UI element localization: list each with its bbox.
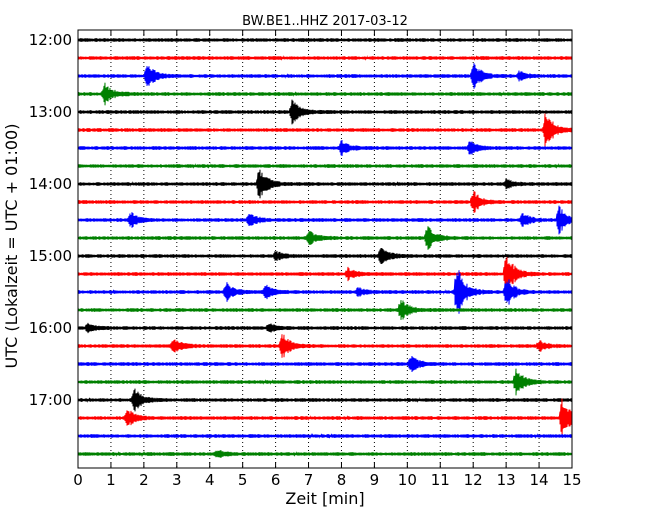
seismic-trace xyxy=(77,355,573,373)
seismic-trace xyxy=(77,270,573,314)
x-tick-label: 5 xyxy=(238,471,248,489)
seismic-trace xyxy=(77,433,573,439)
seismic-trace xyxy=(77,247,573,265)
seismic-trace xyxy=(77,450,573,458)
seismic-trace xyxy=(77,63,573,89)
seismic-trace xyxy=(77,113,573,147)
seismic-trace xyxy=(77,334,573,358)
seismic-trace xyxy=(77,163,573,169)
seismic-trace xyxy=(77,257,573,291)
seismic-trace xyxy=(77,226,573,250)
x-tick-label: 12 xyxy=(464,471,483,489)
x-tick-label: 0 xyxy=(73,471,83,489)
y-tick-label: 13:00 xyxy=(29,103,72,121)
y-tick-label: 16:00 xyxy=(29,319,72,337)
seismic-trace xyxy=(77,388,573,412)
y-tick-label: 17:00 xyxy=(29,391,72,409)
seismic-trace xyxy=(77,82,573,106)
seismic-trace xyxy=(77,139,573,157)
x-tick-label: 11 xyxy=(431,471,450,489)
y-tick-label: 15:00 xyxy=(29,247,72,265)
plot-frame xyxy=(77,29,573,469)
seismic-trace xyxy=(77,300,573,320)
x-tick-label: 2 xyxy=(139,471,149,489)
seismic-trace xyxy=(77,169,573,199)
seismic-trace xyxy=(77,322,573,334)
x-tick-label: 7 xyxy=(304,471,314,489)
seismic-trace xyxy=(77,398,573,438)
seismic-trace xyxy=(77,38,573,42)
x-tick-label: 8 xyxy=(337,471,347,489)
x-tick-label: 6 xyxy=(271,471,281,489)
seismic-trace xyxy=(77,205,573,235)
seismic-trace xyxy=(77,99,573,125)
x-tick-label: 15 xyxy=(562,471,581,489)
y-tick-label: 12:00 xyxy=(29,31,72,49)
x-tick-label: 10 xyxy=(398,471,417,489)
y-tick-label: 14:00 xyxy=(29,175,72,193)
grid-lines xyxy=(110,30,540,468)
seismic-trace xyxy=(77,55,573,61)
x-tick-label: 9 xyxy=(370,471,380,489)
y-axis-label: UTC (Lokalzeit = UTC + 01:00) xyxy=(2,124,21,369)
chart-title: BW.BE1..HHZ 2017-03-12 xyxy=(242,14,408,29)
x-tick-label: 4 xyxy=(205,471,215,489)
x-tick-label: 3 xyxy=(172,471,182,489)
axis-ticks: 0 1 2 3 4 5 6 7 8 9 10 11 12 13 14 1512:0013:0014:0015:… xyxy=(29,30,582,489)
x-tick-label: 13 xyxy=(497,471,516,489)
x-tick-label: 1 xyxy=(106,471,116,489)
x-axis-label: Zeit [min] xyxy=(285,489,364,508)
x-tick-label: 14 xyxy=(530,471,549,489)
seismic-trace xyxy=(77,368,573,396)
seismic-trace xyxy=(77,191,573,213)
trace-group xyxy=(77,38,573,458)
